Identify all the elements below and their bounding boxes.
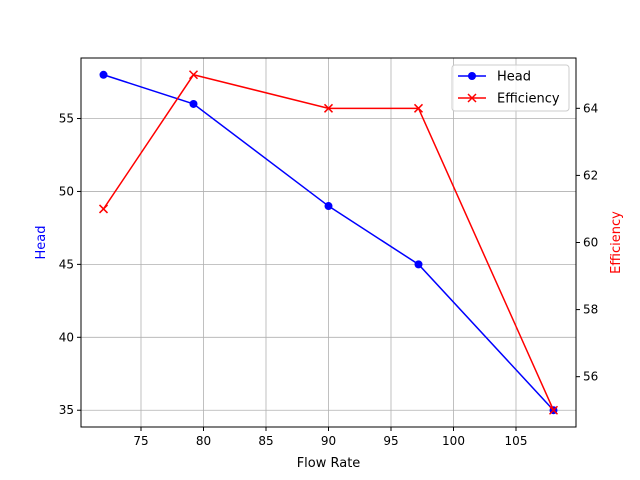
- x-marker-stroke: [548, 405, 559, 415]
- grid: [81, 58, 576, 427]
- data-point-circle: [99, 70, 108, 79]
- y-axis-label-left: Head: [34, 226, 49, 260]
- y-tick-label-left: 50: [59, 184, 74, 198]
- x-marker-stroke: [323, 103, 334, 113]
- data-point-circle: [468, 72, 476, 80]
- data-point-circle: [189, 99, 198, 108]
- y-tick-label-left: 40: [59, 330, 74, 344]
- data-point-x: [467, 93, 477, 103]
- legend: Head Efficiency: [451, 64, 570, 112]
- data-point-circle: [324, 202, 333, 211]
- x-marker-stroke: [467, 93, 477, 103]
- legend-label: Efficiency: [497, 92, 560, 107]
- y-tick-label-left: 45: [59, 257, 74, 271]
- y-tick-label-left: 55: [59, 112, 74, 126]
- y-axis-label-right: Efficiency: [609, 211, 624, 274]
- x-tick-label: 100: [442, 434, 465, 448]
- y-tick-label-left: 35: [59, 403, 74, 417]
- data-point-x: [413, 103, 424, 113]
- x-tick-label: 95: [383, 434, 398, 448]
- series-efficiency: [98, 70, 559, 415]
- legend-label: Head: [497, 70, 531, 85]
- y-tick-label-right: 60: [583, 236, 598, 250]
- x-tick-label: 90: [321, 434, 336, 448]
- data-point-x: [98, 204, 109, 214]
- y-tick-label-right: 64: [583, 101, 598, 115]
- x-tick-label: 85: [258, 434, 273, 448]
- x-marker-stroke: [98, 204, 109, 214]
- x-tick-label: 105: [505, 434, 528, 448]
- x-marker-stroke: [188, 70, 199, 80]
- x-tick-label: 80: [196, 434, 211, 448]
- x-tick-label: 75: [133, 434, 148, 448]
- x-marker-stroke: [413, 103, 424, 113]
- ticks: 75 80 85 90 95 100 105 35 40 45 50 55 56 58 60 62 64: [59, 101, 599, 448]
- y-tick-label-right: 58: [583, 303, 598, 317]
- y-tick-label-right: 56: [583, 370, 598, 384]
- x-axis-label: Flow Rate: [297, 456, 361, 471]
- data-point-x: [188, 70, 199, 80]
- series-layer: [98, 70, 559, 415]
- y-tick-label-right: 62: [583, 168, 598, 182]
- data-point-x: [323, 103, 334, 113]
- data-point-circle: [414, 260, 423, 269]
- data-point-x: [548, 405, 559, 415]
